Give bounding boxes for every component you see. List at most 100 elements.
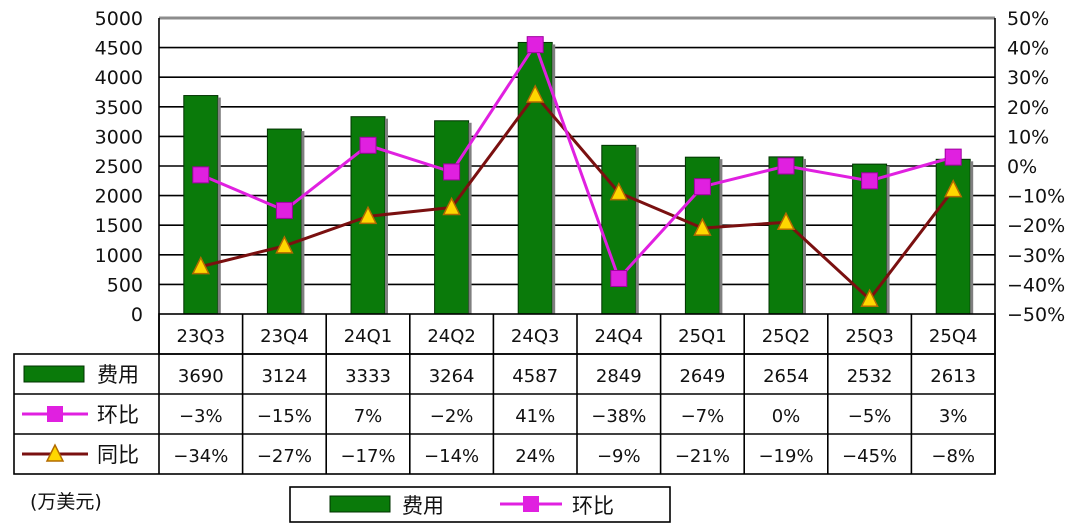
table-cell: 3690 bbox=[178, 366, 224, 387]
left-tick-label: 4500 bbox=[95, 38, 143, 60]
category-label: 25Q2 bbox=[762, 326, 811, 347]
point-square bbox=[861, 172, 879, 190]
table-cell: 24% bbox=[515, 446, 555, 467]
data-table: 23Q3 23Q4 24Q1 24Q2 24Q3 24Q4 25Q1 25Q2 25Q3 25Q4… bbox=[13, 313, 996, 475]
left-tick-label: 3000 bbox=[95, 126, 143, 148]
bar-shadow bbox=[468, 122, 472, 314]
category-label: 25Q1 bbox=[678, 326, 727, 347]
bar-shadow bbox=[635, 147, 639, 314]
right-tick-label: −10% bbox=[1007, 186, 1065, 208]
left-axis-ticks: 0 500 1000 1500 2000 2500 3000 3500 4000 4500 5000 bbox=[95, 8, 143, 326]
legend-symbol-bar bbox=[329, 495, 391, 513]
category-label: 23Q3 bbox=[177, 326, 226, 347]
table-cell: −3% bbox=[179, 406, 223, 427]
table-cell: −15% bbox=[257, 406, 312, 427]
row-label: 费用 bbox=[97, 363, 139, 387]
table-cell: 2849 bbox=[596, 366, 642, 387]
table-cell: −7% bbox=[681, 406, 725, 427]
point-square bbox=[275, 201, 293, 219]
table-cell: 3124 bbox=[261, 366, 307, 387]
left-tick-label: 5000 bbox=[95, 8, 143, 30]
table-cell: 2613 bbox=[930, 366, 976, 387]
table-cell: −8% bbox=[931, 446, 975, 467]
bar bbox=[768, 156, 804, 315]
line-series bbox=[191, 36, 963, 307]
table-cell: −9% bbox=[597, 446, 641, 467]
bar bbox=[183, 95, 219, 315]
table-cell: −45% bbox=[842, 446, 897, 467]
table-cell: 3% bbox=[939, 406, 968, 427]
right-tick-label: 50% bbox=[1007, 8, 1049, 30]
right-tick-label: −40% bbox=[1007, 274, 1065, 296]
right-tick-label: 30% bbox=[1007, 67, 1049, 89]
left-tick-label: 1500 bbox=[95, 215, 143, 237]
row-symbol-square bbox=[47, 406, 63, 422]
table-cell: −14% bbox=[424, 446, 479, 467]
table-cell: 0% bbox=[772, 406, 801, 427]
point-triangle bbox=[525, 84, 545, 103]
plot-frame bbox=[158, 16, 996, 314]
bar-shadow bbox=[886, 166, 890, 314]
bar-shadow bbox=[217, 97, 221, 314]
series-line bbox=[200, 92, 955, 302]
point-square bbox=[359, 136, 377, 154]
table-cell: 4587 bbox=[512, 366, 558, 387]
table-cell: −34% bbox=[173, 446, 228, 467]
left-tick-label: 3500 bbox=[95, 97, 143, 119]
right-tick-label: −30% bbox=[1007, 245, 1065, 267]
bar-shadow bbox=[803, 158, 806, 314]
table-cell: −2% bbox=[430, 406, 474, 427]
point-square bbox=[693, 178, 711, 196]
right-tick-label: 20% bbox=[1007, 97, 1049, 119]
table-cell: −27% bbox=[257, 446, 312, 467]
point-square bbox=[192, 166, 210, 184]
point-triangle bbox=[860, 288, 879, 307]
bar-shadow bbox=[552, 44, 556, 315]
point-triangle bbox=[693, 217, 712, 236]
category-label: 24Q3 bbox=[511, 326, 560, 347]
left-tick-label: 0 bbox=[131, 304, 143, 326]
unit-label: (万美元) bbox=[30, 491, 102, 513]
legend-symbol-square bbox=[523, 496, 539, 512]
point-triangle bbox=[275, 235, 294, 254]
table-cell: −38% bbox=[591, 406, 646, 427]
left-tick-label: 2000 bbox=[95, 186, 143, 208]
right-tick-label: −20% bbox=[1007, 215, 1065, 237]
table-cell: −21% bbox=[675, 446, 730, 467]
row-symbol-triangle bbox=[45, 443, 65, 462]
point-triangle bbox=[776, 211, 796, 230]
point-square bbox=[944, 148, 962, 166]
point-triangle bbox=[943, 179, 963, 198]
legend-label: 费用 bbox=[402, 494, 444, 518]
point-square bbox=[526, 36, 544, 54]
point-triangle bbox=[191, 255, 211, 275]
right-tick-label: 10% bbox=[1007, 126, 1049, 148]
row-label: 环比 bbox=[97, 403, 139, 427]
point-square bbox=[443, 163, 461, 181]
category-label: 25Q3 bbox=[845, 326, 894, 347]
table-cell: 3264 bbox=[429, 366, 475, 387]
table-cell: −19% bbox=[758, 446, 813, 467]
left-tick-label: 2500 bbox=[95, 156, 143, 178]
left-tick-label: 1000 bbox=[95, 245, 143, 267]
table-cell: 7% bbox=[354, 406, 383, 427]
left-tick-label: 500 bbox=[107, 274, 143, 296]
table-cell: −17% bbox=[340, 446, 395, 467]
table-cell: 2654 bbox=[763, 366, 809, 387]
right-tick-label: −50% bbox=[1007, 304, 1065, 326]
category-label: 25Q4 bbox=[929, 326, 978, 347]
table-cell: −5% bbox=[848, 406, 892, 427]
bar-shadow bbox=[719, 159, 723, 314]
bar-shadow bbox=[301, 131, 305, 314]
point-triangle bbox=[609, 181, 629, 201]
table-cell: 2649 bbox=[679, 366, 725, 387]
bar bbox=[601, 144, 637, 315]
bar-shadow bbox=[385, 118, 388, 314]
bar bbox=[266, 128, 302, 315]
row-label: 同比 bbox=[97, 443, 139, 467]
point-triangle bbox=[442, 196, 461, 216]
series-line bbox=[200, 41, 954, 282]
legend-label: 环比 bbox=[572, 494, 614, 518]
left-tick-label: 4000 bbox=[95, 67, 143, 89]
